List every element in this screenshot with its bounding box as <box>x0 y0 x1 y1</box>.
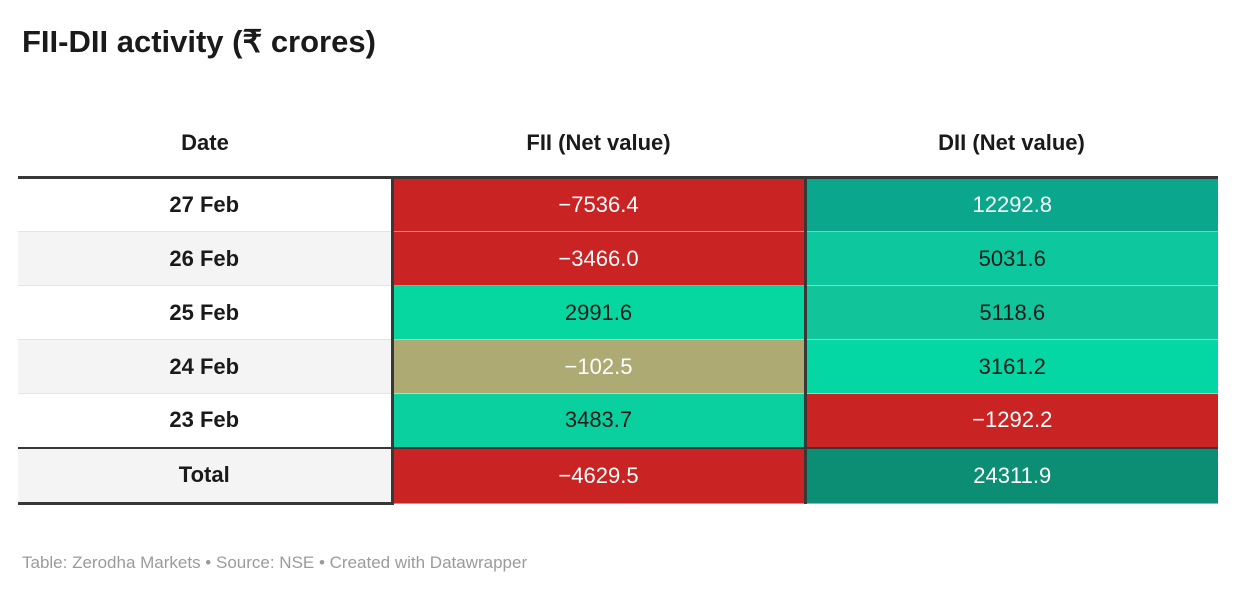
page-title: FII-DII activity (₹ crores) <box>22 24 376 59</box>
date-cell: 24 Feb <box>18 339 392 394</box>
fii-cell: −7536.4 <box>390 177 805 232</box>
column-header-dii: DII (Net value) <box>805 106 1218 179</box>
fii-cell: −102.5 <box>390 339 805 394</box>
total-fii-cell: −4629.5 <box>390 446 805 504</box>
fii-cell: 2991.6 <box>390 285 805 340</box>
fii-cell: −3466.0 <box>390 231 805 286</box>
table-row: 23 Feb 3483.7 −1292.2 <box>18 393 1218 448</box>
dii-cell: 5118.6 <box>803 285 1218 340</box>
fii-cell: 3483.7 <box>390 393 805 448</box>
dii-cell: 5031.6 <box>803 231 1218 286</box>
table-row: 27 Feb −7536.4 12292.8 <box>18 177 1218 232</box>
fii-dii-table: Date FII (Net value) DII (Net value) 27 … <box>18 106 1218 505</box>
dii-cell: −1292.2 <box>803 393 1218 448</box>
table-row: 25 Feb 2991.6 5118.6 <box>18 285 1218 340</box>
dii-cell: 3161.2 <box>803 339 1218 394</box>
dii-cell: 12292.8 <box>803 177 1218 232</box>
table-row: 26 Feb −3466.0 5031.6 <box>18 231 1218 286</box>
date-cell: 25 Feb <box>18 285 392 340</box>
date-cell: 23 Feb <box>18 393 392 448</box>
table-row: 24 Feb −102.5 3161.2 <box>18 339 1218 394</box>
column-header-date: Date <box>18 106 392 179</box>
date-cell: 27 Feb <box>18 177 392 232</box>
header-row: Date FII (Net value) DII (Net value) <box>18 106 1218 179</box>
attribution-footer: Table: Zerodha Markets • Source: NSE • C… <box>22 553 528 572</box>
total-label-cell: Total <box>18 446 392 505</box>
column-header-fii: FII (Net value) <box>392 106 805 179</box>
date-cell: 26 Feb <box>18 231 392 286</box>
total-row: Total −4629.5 24311.9 <box>18 446 1218 505</box>
total-dii-cell: 24311.9 <box>803 446 1218 504</box>
